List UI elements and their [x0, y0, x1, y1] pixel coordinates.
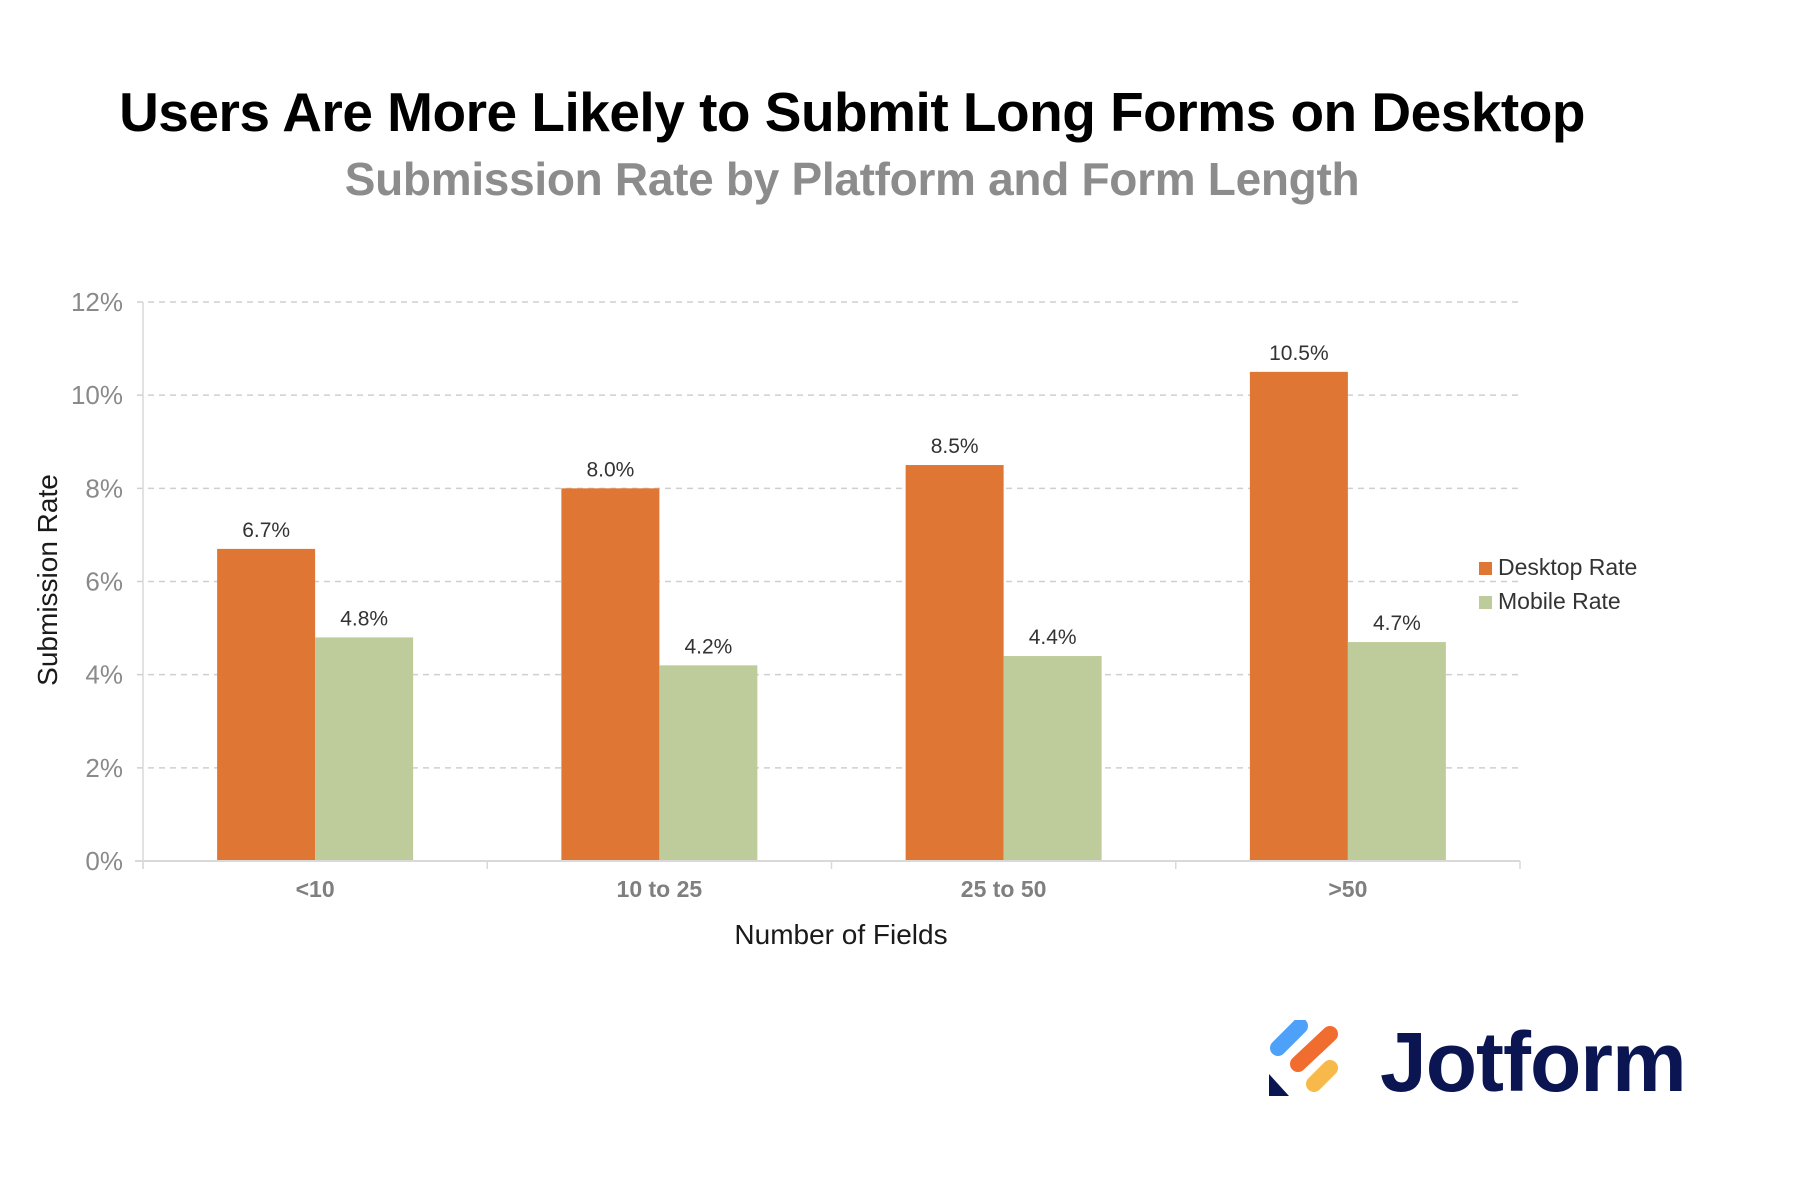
- bar-desktop-rate: [1249, 371, 1348, 861]
- jotform-logo-icon: [1269, 1020, 1338, 1096]
- y-tick-label: 12%: [71, 287, 123, 317]
- bar-mobile-rate: [1003, 656, 1102, 861]
- y-tick-label: 6%: [85, 567, 123, 597]
- y-tick-label: 8%: [85, 473, 123, 503]
- x-tick-label: 25 to 50: [961, 876, 1047, 902]
- legend-label: Desktop Rate: [1498, 554, 1637, 580]
- bar-desktop-rate: [561, 488, 660, 861]
- data-label: 8.5%: [931, 435, 979, 458]
- axes: 0% 2% 4% 6% 8% 10% 12% <10 10 to 25 25 to 50 >50: [71, 287, 1521, 902]
- data-label: 6.7%: [242, 519, 290, 542]
- bars: [217, 371, 1446, 861]
- data-label: 4.4%: [1029, 626, 1077, 649]
- x-tick-label: 10 to 25: [617, 876, 703, 902]
- x-tick-label: >50: [1328, 876, 1367, 902]
- y-axis-title: Submission Rate: [32, 474, 63, 686]
- bar-mobile-rate: [1347, 642, 1446, 861]
- jotform-logo: Jotform: [1266, 1015, 1706, 1110]
- y-tick-label: 0%: [85, 846, 123, 876]
- data-label: 4.7%: [1373, 612, 1421, 635]
- data-label: 4.2%: [684, 635, 732, 658]
- y-tick-label: 2%: [85, 753, 123, 783]
- data-label: 8.0%: [586, 458, 634, 481]
- bar-mobile-rate: [659, 665, 758, 861]
- legend-swatch: [1479, 562, 1492, 575]
- data-label: 10.5%: [1269, 342, 1329, 365]
- chart-title: Users Are More Likely to Submit Long For…: [119, 81, 1585, 143]
- data-label: 4.8%: [340, 607, 388, 630]
- bar-mobile-rate: [315, 637, 414, 861]
- bar-desktop-rate: [217, 548, 316, 861]
- legend-swatch: [1479, 596, 1492, 609]
- y-tick-label: 10%: [71, 380, 123, 410]
- x-tick-label: <10: [296, 876, 335, 902]
- bar-desktop-rate: [905, 465, 1004, 861]
- data-labels: 6.7% 4.8% 8.0% 4.2% 8.5% 4.4% 10.5% 4.7%: [242, 342, 1421, 658]
- chart-subtitle: Submission Rate by Platform and Form Len…: [344, 153, 1360, 205]
- y-tick-label: 4%: [85, 660, 123, 690]
- legend: Desktop Rate Mobile Rate: [1479, 554, 1637, 614]
- x-axis-title: Number of Fields: [734, 919, 947, 950]
- jotform-logo-text: Jotform: [1380, 1015, 1687, 1109]
- legend-label: Mobile Rate: [1498, 588, 1621, 614]
